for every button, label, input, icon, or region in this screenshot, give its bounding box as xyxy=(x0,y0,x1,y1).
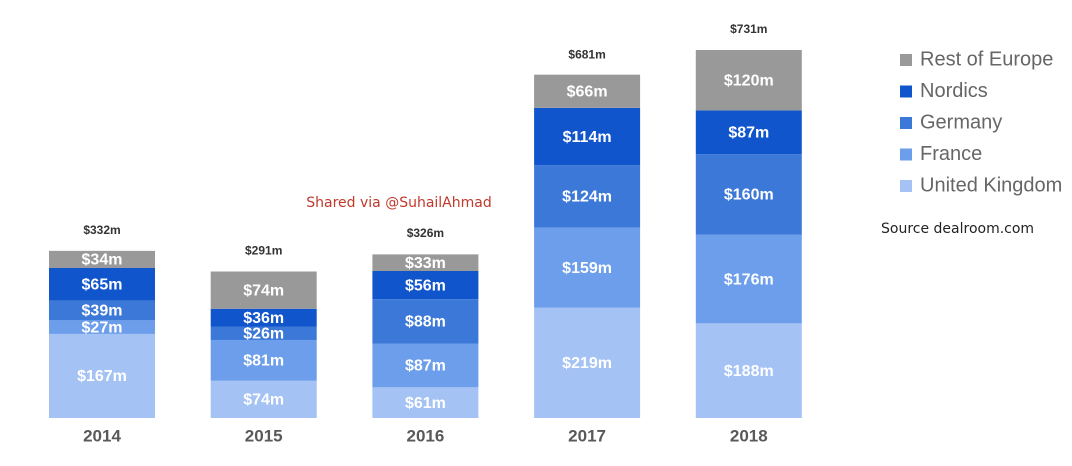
x-tick-label: 2016 xyxy=(406,426,444,445)
bar-segment xyxy=(210,380,317,418)
total-label: $291m xyxy=(245,244,282,258)
segment-label: $74m xyxy=(243,282,284,299)
segment-label: $33m xyxy=(405,255,446,272)
segment-label: $81m xyxy=(243,353,284,370)
bar-segment xyxy=(210,271,317,309)
legend-label: Germany xyxy=(920,111,1002,133)
x-tick-label: 2018 xyxy=(730,426,768,445)
bar-segment xyxy=(534,307,641,418)
segment-label: $39m xyxy=(82,303,123,320)
total-label: $332m xyxy=(83,223,120,237)
segment-label: $167m xyxy=(77,368,127,385)
bar-segment xyxy=(534,227,641,308)
legend-label: Rest of Europe xyxy=(920,48,1053,70)
bar-segment xyxy=(695,234,802,324)
segment-label: $61m xyxy=(405,395,446,412)
bar-segment xyxy=(210,339,317,381)
segment-label: $65m xyxy=(82,277,123,294)
segment-label: $74m xyxy=(243,392,284,409)
total-label: $681m xyxy=(568,47,605,61)
bar-segment xyxy=(695,323,802,418)
segment-label: $219m xyxy=(562,355,612,372)
bar-segment xyxy=(695,50,802,111)
segment-label: $66m xyxy=(567,83,608,100)
legend-label: United Kingdom xyxy=(920,174,1062,196)
legend-swatch xyxy=(900,85,912,98)
bar-segment xyxy=(210,326,317,340)
segment-label: $56m xyxy=(405,277,446,294)
segment-label: $27m xyxy=(82,319,123,336)
segment-label: $124m xyxy=(562,189,612,206)
segment-label: $159m xyxy=(562,260,612,277)
segment-label: $36m xyxy=(243,310,284,327)
x-tick-label: 2015 xyxy=(245,426,283,445)
bar-segment xyxy=(49,320,155,334)
legend-label: Nordics xyxy=(920,80,988,102)
bar-segment xyxy=(372,387,479,418)
total-label: $326m xyxy=(407,226,444,240)
segment-label: $87m xyxy=(728,125,769,142)
segment-label: $160m xyxy=(724,187,774,204)
bar-segment xyxy=(49,267,155,301)
segment-label: $87m xyxy=(405,358,446,375)
bar-segment xyxy=(49,300,155,321)
bar-segment xyxy=(49,250,155,268)
bar-segment xyxy=(372,254,479,272)
total-label: $731m xyxy=(730,22,767,36)
legend-swatch xyxy=(900,148,912,161)
x-tick-label: 2014 xyxy=(83,426,121,445)
bar-segment xyxy=(372,343,479,388)
legend-label: France xyxy=(920,143,982,165)
bar-segment xyxy=(372,299,479,344)
annotation: Shared via @SuhailAhmad xyxy=(306,195,492,211)
bar-segment xyxy=(534,74,641,108)
segment-label: $188m xyxy=(724,363,774,380)
bar-segment xyxy=(372,271,479,300)
segment-label: $120m xyxy=(724,72,774,89)
segment-label: $34m xyxy=(82,252,123,269)
x-tick-label: 2017 xyxy=(568,426,606,445)
bar-segment xyxy=(695,154,802,235)
legend-swatch xyxy=(900,54,912,66)
segment-label: $88m xyxy=(405,314,446,331)
legend-swatch xyxy=(900,180,912,192)
bar-segment xyxy=(49,333,155,418)
bar-segment xyxy=(534,107,641,166)
bar-segment xyxy=(695,110,802,155)
bar-segment xyxy=(210,308,317,327)
segment-label: $26m xyxy=(243,326,284,343)
legend-swatch xyxy=(900,117,912,129)
segment-label: $114m xyxy=(563,129,612,146)
annotation: Source dealroom.com xyxy=(881,221,1034,237)
segment-label: $176m xyxy=(724,271,774,288)
bar-segment xyxy=(534,165,641,228)
